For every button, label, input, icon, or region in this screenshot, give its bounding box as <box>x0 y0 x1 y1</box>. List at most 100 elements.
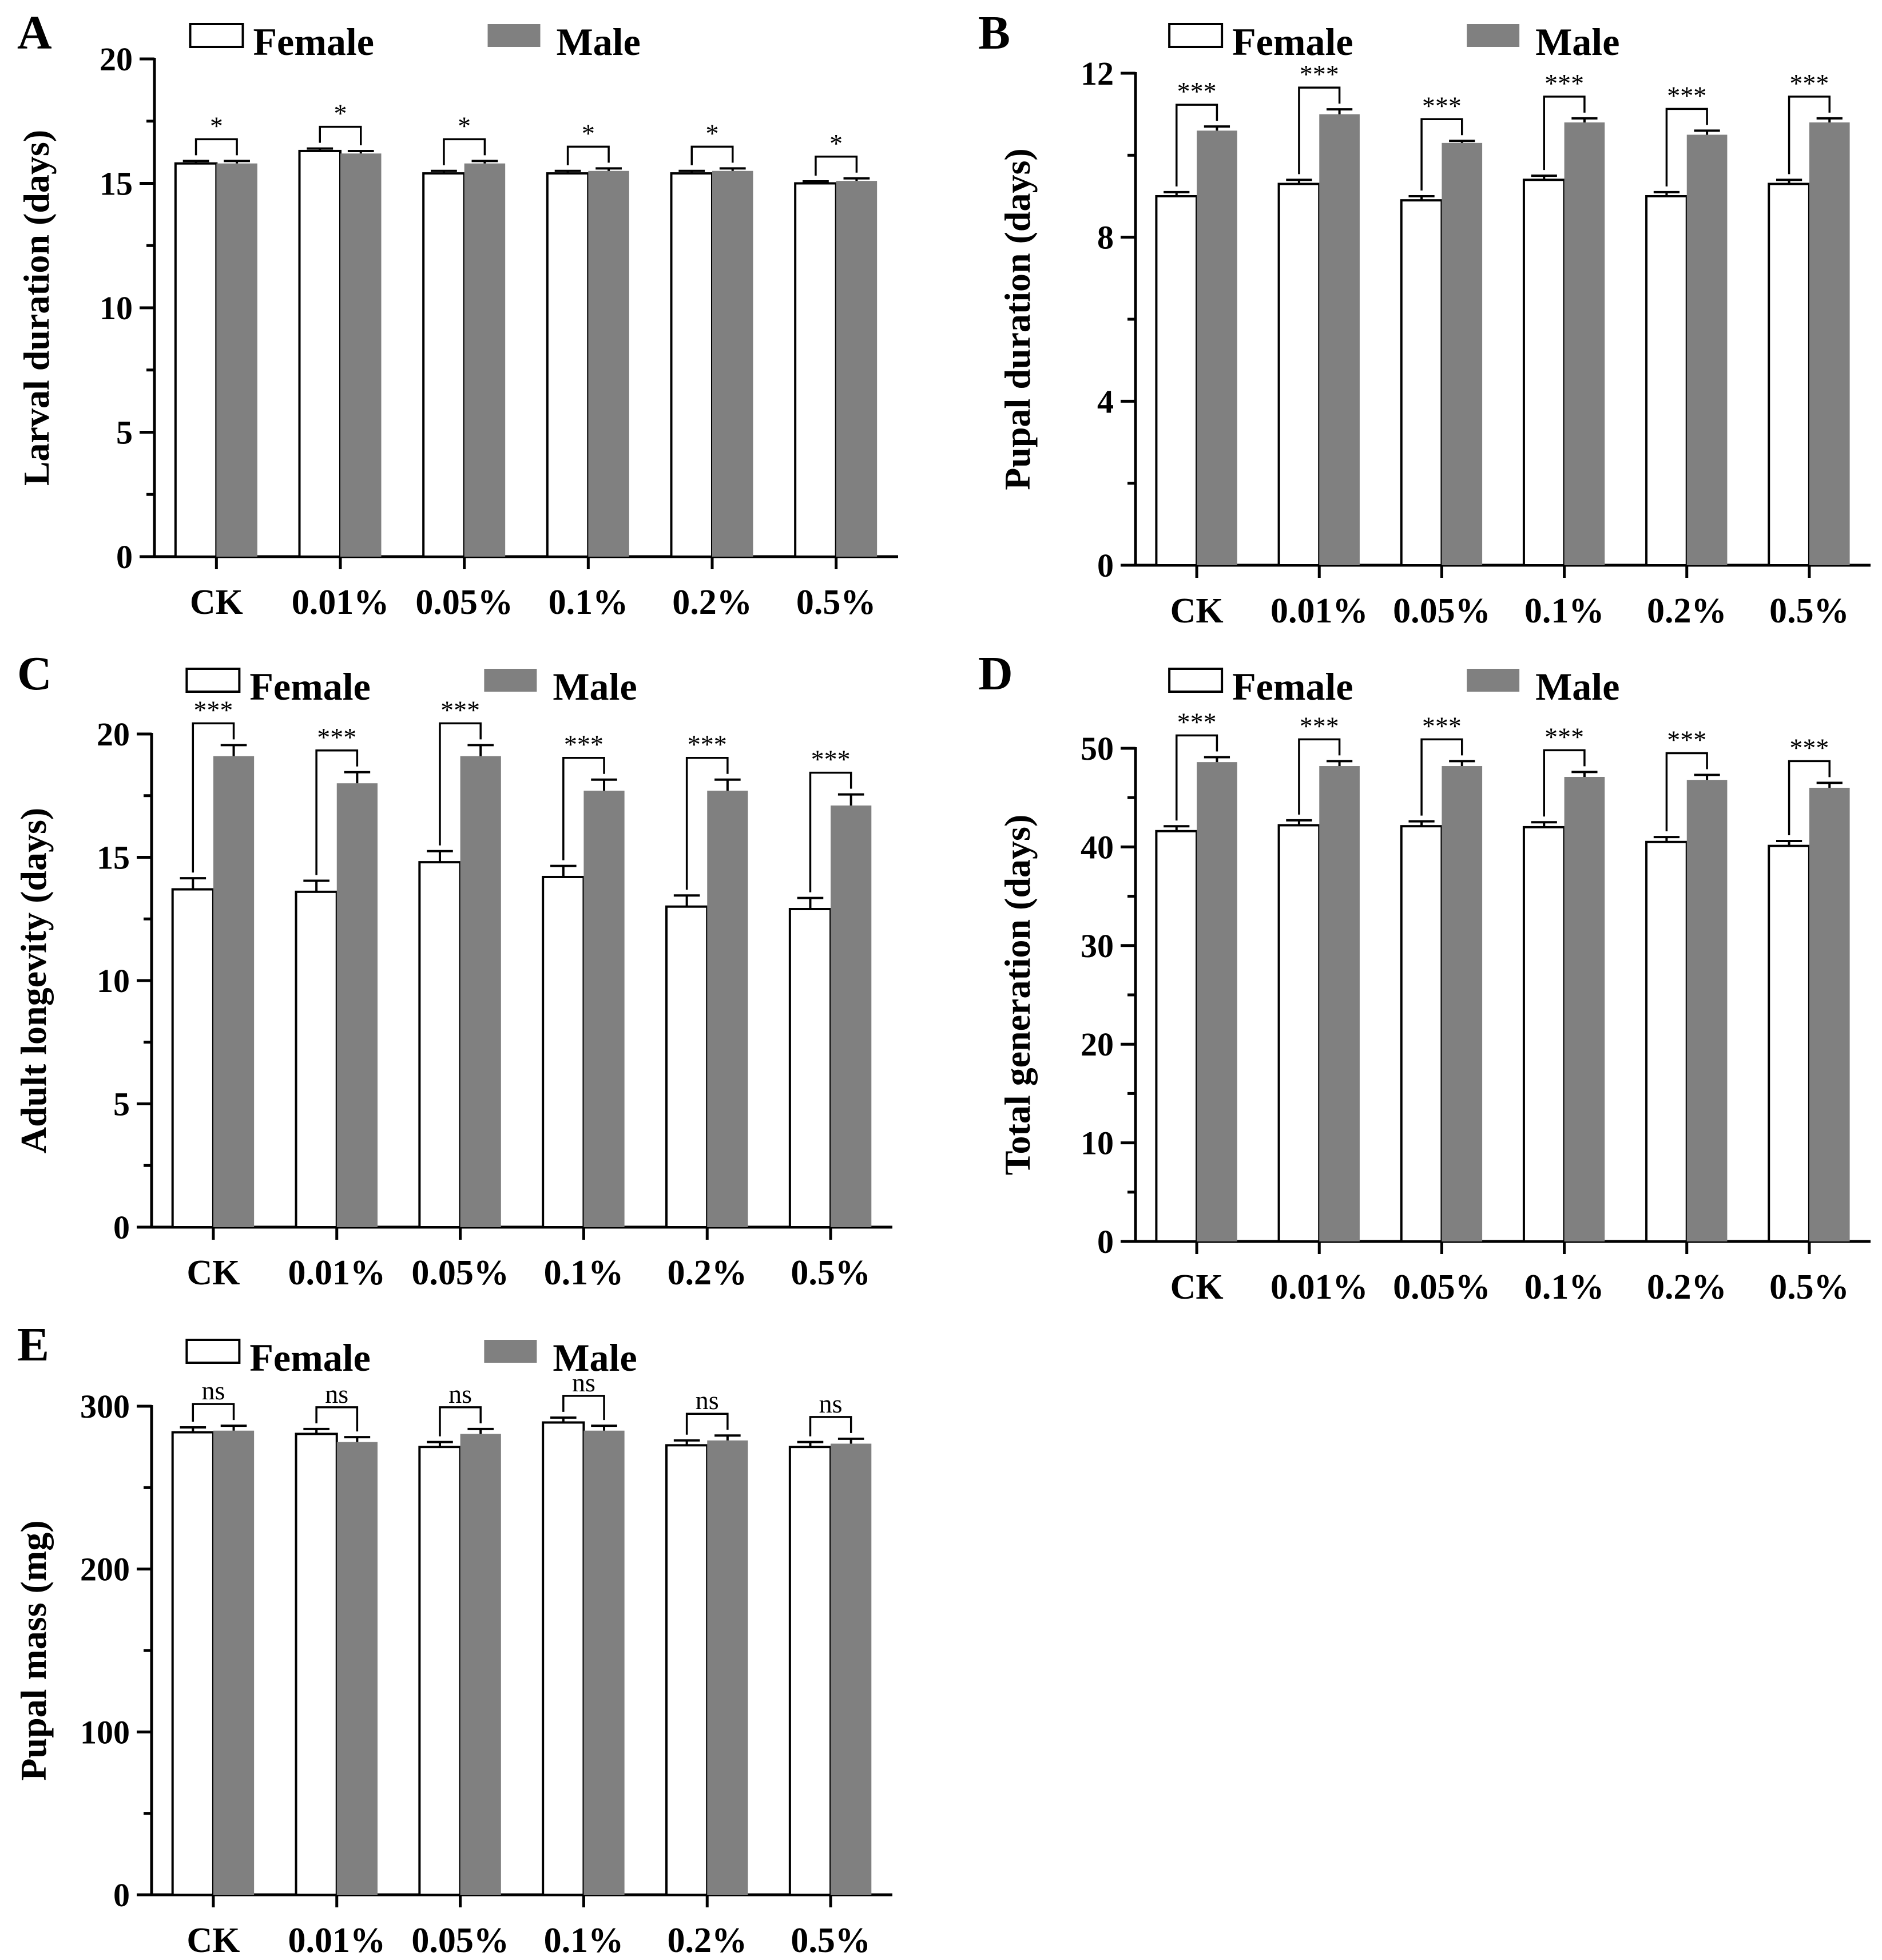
y-tick-label: 0 <box>113 1876 130 1914</box>
bar-female <box>1155 195 1198 566</box>
y-tick-label: 10 <box>100 289 133 327</box>
x-tick-label: 0.05% <box>411 1253 509 1292</box>
significance-label: * <box>210 111 223 140</box>
significance-label: *** <box>1177 708 1217 737</box>
significance-label: *** <box>1422 91 1462 120</box>
significance-label: *** <box>1789 69 1829 98</box>
bar-male <box>1319 114 1360 565</box>
significance-bracket <box>690 145 734 165</box>
significance-bracket <box>566 145 610 165</box>
bar-female <box>418 861 462 1228</box>
y-tick-label: 40 <box>1081 828 1114 866</box>
legend-label-male: Male <box>557 20 641 64</box>
x-tick-label: 0.01% <box>288 1921 386 1960</box>
x-tick-label: 0.01% <box>292 583 390 622</box>
bar-male <box>460 1434 501 1895</box>
panel-letter: B <box>978 6 1010 59</box>
y-axis-label: Larval duration (days) <box>16 130 57 486</box>
y-tick-label: 0 <box>113 1209 130 1246</box>
bar-female <box>295 890 338 1228</box>
significance-bracket <box>439 1406 482 1437</box>
significance-bracket <box>1788 760 1831 836</box>
panel-d: D Female Male Total generation (days) 0 10 20 3… <box>978 647 1871 1307</box>
legend-swatch-female <box>1168 668 1224 693</box>
y-tick-label: 20 <box>97 716 130 753</box>
legend-label-female: Female <box>1232 20 1353 64</box>
x-tick-label: 0.05% <box>415 583 513 622</box>
bar-male <box>1442 142 1483 566</box>
y-tick-label: 12 <box>1081 55 1114 92</box>
significance-label: *** <box>1544 69 1584 98</box>
bar-female <box>171 1431 215 1896</box>
bar-male <box>583 791 625 1227</box>
x-tick-label: 0.1% <box>549 583 629 622</box>
y-axis-label: Pupal mass (mg) <box>13 1520 54 1780</box>
bar-female <box>788 908 832 1228</box>
legend-label-female: Female <box>249 1336 370 1379</box>
significance-bracket <box>685 1413 729 1435</box>
y-tick-label: 30 <box>1081 927 1114 965</box>
legend-swatch-male <box>484 1340 537 1363</box>
significance-bracket <box>562 1395 605 1421</box>
bar-male <box>1809 122 1850 565</box>
bar-male <box>464 163 506 557</box>
significance-bracket <box>1665 752 1708 832</box>
y-tick-label: 0 <box>1097 1223 1114 1260</box>
x-tick-label: CK <box>186 1921 240 1960</box>
y-axis-label: Pupal duration (days) <box>997 148 1038 490</box>
significance-bracket <box>809 771 852 892</box>
bar-female <box>418 1446 462 1896</box>
bar-female <box>546 172 590 558</box>
bar-male <box>1564 122 1605 565</box>
significance-label: *** <box>193 695 233 724</box>
panel-c: C Female Male Adult longevity (days) 0 5 10 15 2… <box>13 647 892 1292</box>
legend-label-male: Male <box>553 665 637 708</box>
bar-male <box>1197 130 1237 566</box>
bar-male <box>831 805 872 1227</box>
bar-male <box>216 163 257 557</box>
significance-bracket <box>1298 86 1341 174</box>
bar-female <box>1155 830 1198 1243</box>
significance-bracket <box>1420 118 1463 191</box>
significance-label: *** <box>564 730 603 759</box>
legend-label-female: Female <box>1232 665 1353 708</box>
x-tick-label: 0.05% <box>1393 1268 1491 1307</box>
x-tick-label: CK <box>1170 1268 1224 1307</box>
significance-label: * <box>829 129 843 158</box>
significance-bracket <box>562 756 605 860</box>
y-tick-label: 200 <box>80 1551 130 1588</box>
significance-label: * <box>334 99 347 128</box>
significance-label: *** <box>1667 81 1706 110</box>
panel-b: B Female Male Pupal duration (days) 0 4 8 12 ***… <box>978 6 1871 630</box>
y-tick-label: 8 <box>1097 219 1114 256</box>
bar-male <box>213 756 255 1227</box>
significance-bracket <box>319 125 362 145</box>
significance-label: ns <box>819 1389 843 1418</box>
bar-female <box>298 149 342 558</box>
significance-label: *** <box>1667 725 1706 755</box>
legend-label-male: Male <box>553 1336 637 1379</box>
legend-label-female: Female <box>253 20 374 64</box>
y-tick-label: 15 <box>100 165 133 203</box>
bar-male <box>1197 762 1237 1241</box>
legend-label-male: Male <box>1535 665 1619 708</box>
x-tick-label: 0.5% <box>791 1253 871 1292</box>
y-tick-label: 5 <box>113 1086 130 1123</box>
significance-bracket <box>315 749 359 875</box>
significance-bracket <box>1298 738 1341 815</box>
bar-female <box>665 1444 709 1896</box>
bar-male <box>1319 766 1360 1241</box>
bar-male <box>1686 134 1728 565</box>
x-tick-label: 0.2% <box>668 1921 748 1960</box>
bar-female <box>1645 840 1688 1243</box>
panel-letter: E <box>17 1318 49 1371</box>
significance-label: *** <box>1177 77 1217 106</box>
bar-male <box>1564 776 1605 1241</box>
bar-female <box>788 1446 832 1896</box>
bar-male <box>588 170 629 557</box>
significance-label: * <box>458 111 471 140</box>
significance-bracket <box>1420 738 1463 816</box>
significance-label: ns <box>696 1386 719 1415</box>
significance-bracket <box>1543 96 1586 170</box>
significance-label: *** <box>688 730 727 759</box>
